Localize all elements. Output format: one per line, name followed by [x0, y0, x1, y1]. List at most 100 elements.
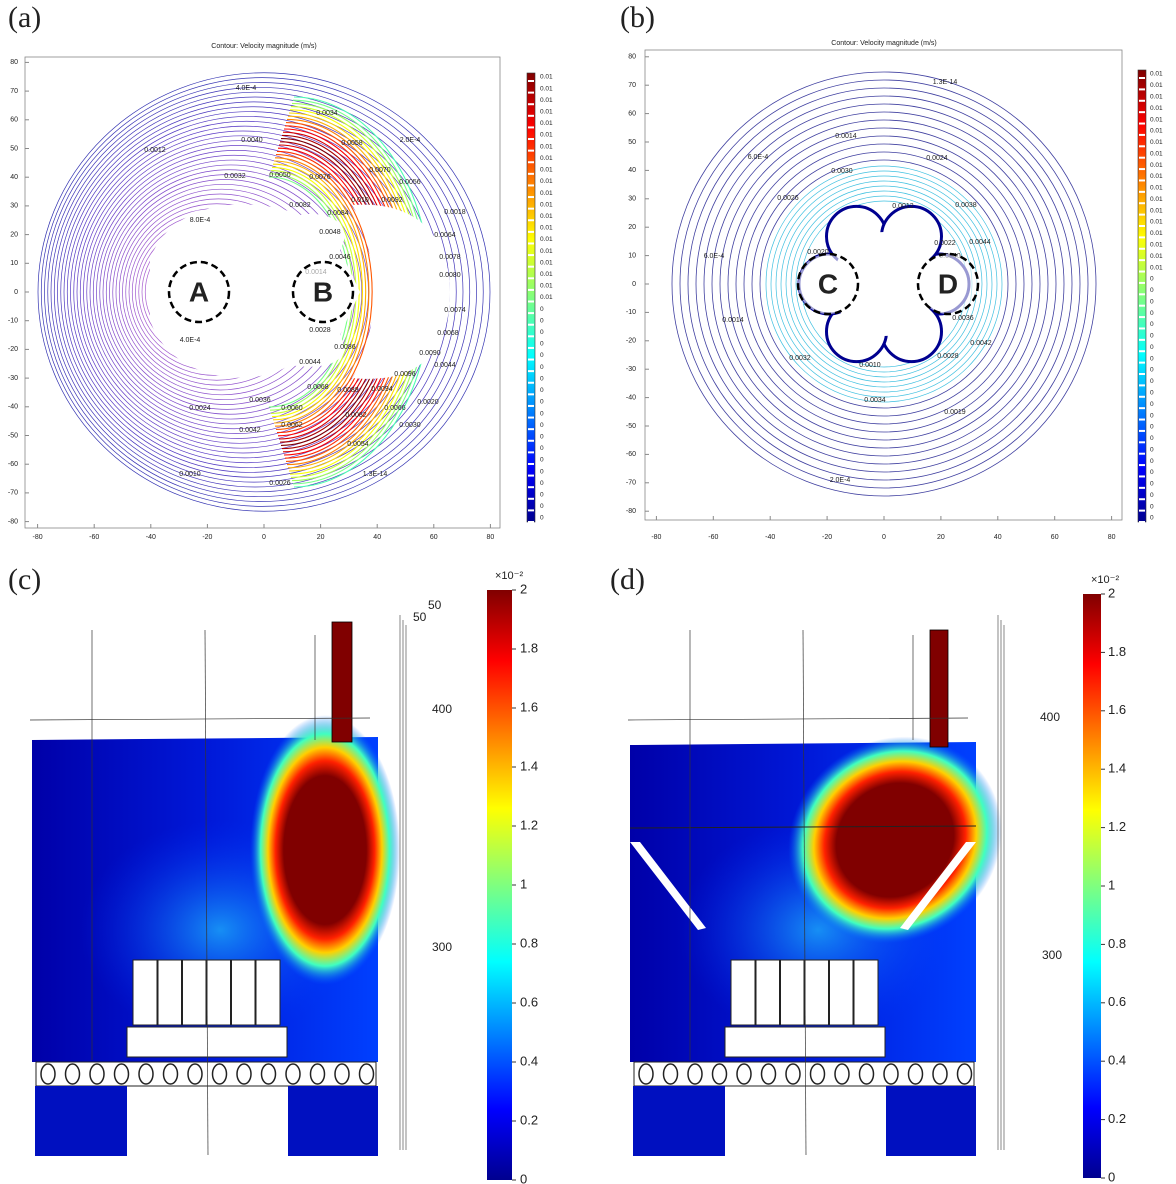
colorbar-label: 0.01 [540, 190, 553, 197]
contour-label: 0.0030 [831, 168, 853, 175]
colorbar-label: 0.01 [540, 167, 553, 174]
x-tick-label: 0 [882, 534, 886, 541]
colorbar-label: 0.01 [1150, 162, 1163, 169]
velocity-plume [250, 715, 400, 985]
contour-label: 0.0094 [371, 386, 393, 393]
contour-label: 0.0092 [381, 197, 403, 204]
contour-label: 0.0078 [439, 254, 461, 261]
x-tick-label: 40 [373, 534, 381, 541]
colorbar-label: 0.01 [540, 74, 553, 81]
y-tick-label: 10 [10, 260, 18, 267]
contour-label: 0.0068 [307, 384, 329, 391]
x-tick-label: 80 [1108, 534, 1116, 541]
colorbar-label: 0.01 [1150, 139, 1163, 146]
contour-label: 2.0E-4 [400, 137, 421, 144]
colorbar-label: 0 [1150, 503, 1154, 510]
annotation: 400 [432, 702, 452, 716]
contour-label: 0.0060 [281, 405, 303, 412]
colorbar-tick-label: 1.6 [1108, 702, 1126, 717]
leg-left [633, 1086, 725, 1156]
y-tick-label: -40 [8, 404, 18, 411]
contour-label: 0.0054 [347, 441, 369, 448]
colorbar-tick-label: 0 [520, 1171, 527, 1184]
colorbar-tick-label: 1.2 [520, 817, 538, 832]
y-tick-label: -70 [8, 490, 18, 497]
colorbar-label: 0.01 [540, 132, 553, 139]
contour-label: 0.0012 [144, 147, 166, 154]
y-tick-label: 20 [10, 231, 18, 238]
x-tick-label: 0 [262, 534, 266, 541]
colorbar-label: 0.01 [540, 109, 553, 116]
contour-label: 4.0E-4 [180, 337, 201, 344]
y-tick-label: -10 [8, 318, 18, 325]
contour-label: 1.3E-14 [363, 471, 388, 478]
colorbar-label: 0 [1150, 276, 1154, 283]
contour-label: 0.0020 [417, 399, 439, 406]
contour-label: 0.0022 [934, 240, 956, 247]
y-tick-label: 40 [628, 167, 636, 174]
colorbar-tick-label: 0.6 [1108, 994, 1126, 1009]
y-tick-label: -60 [8, 461, 18, 468]
y-tick-label: -30 [626, 366, 636, 373]
annotation: 50 [428, 598, 442, 612]
y-tick-label: 10 [628, 252, 636, 259]
colorbar-label: 0.01 [540, 120, 553, 127]
y-tick-label: -80 [626, 508, 636, 515]
marker-label: D [938, 268, 958, 299]
contour-label: 0.0048 [319, 229, 341, 236]
contour-label: 0.0032 [789, 355, 811, 362]
chimney [332, 622, 352, 742]
colorbar-label: 0 [540, 445, 544, 452]
contour-label: 1.3E-14 [933, 79, 958, 86]
colorbar-tick-label: 0.8 [1108, 936, 1126, 951]
colorbar [527, 73, 535, 522]
contour-label: 0.0024 [189, 405, 211, 412]
x-tick-label: 60 [430, 534, 438, 541]
colorbar-label: 0 [540, 433, 544, 440]
colorbar-label: 0 [540, 468, 544, 475]
contour-label: 6.0E-4 [704, 253, 725, 260]
contour-label: 6.0E-4 [748, 154, 769, 161]
colorbar-label: 0.01 [1150, 207, 1163, 214]
y-tick-label: 0 [632, 281, 636, 288]
colorbar-label: 0.01 [540, 294, 553, 301]
colorbar-label: 0 [540, 457, 544, 464]
plot-title: Contour: Velocity magnitude (m/s) [831, 40, 936, 47]
annotation: 400 [1040, 710, 1060, 724]
leg-right [288, 1086, 378, 1156]
contour-label: 0.0026 [777, 195, 799, 202]
contour-label: 0.0082 [289, 202, 311, 209]
contour-label: 0.0019 [944, 409, 966, 416]
contour-label: 0.0088 [337, 387, 359, 394]
colorbar-label: 0 [1150, 344, 1154, 351]
colorbar-label: 0.01 [540, 143, 553, 150]
contour-label: 0.0038 [955, 202, 977, 209]
x-tick-label: 40 [994, 534, 1002, 541]
contour-label: 0.0010 [859, 362, 881, 369]
y-tick-label: 50 [628, 139, 636, 146]
marker-label: B [313, 276, 333, 307]
contour-label: 0.010 [351, 197, 369, 204]
contour-label: 0.0058 [341, 140, 363, 147]
x-tick-label: -40 [765, 534, 775, 541]
colorbar-label: 0 [1150, 515, 1154, 522]
colorbar-tick-label: 1.2 [1108, 819, 1126, 834]
annotation: 50 [413, 610, 427, 624]
x-tick-label: -80 [33, 534, 43, 541]
contour-label: 0.0034 [316, 110, 338, 117]
colorbar-label: 0.01 [1150, 264, 1163, 271]
colorbar-label: 0 [1150, 492, 1154, 499]
colorbar-label: 0.01 [540, 97, 553, 104]
colorbar-label: 0.01 [1150, 185, 1163, 192]
colorbar-label: 0 [540, 387, 544, 394]
contour-label: 0.0040 [241, 137, 263, 144]
colorbar-label: 0.01 [540, 236, 553, 243]
y-tick-label: -30 [8, 375, 18, 382]
panel-label: (c) [8, 563, 41, 596]
colorbar-label: 0.01 [1150, 230, 1163, 237]
colorbar-label: 0 [1150, 287, 1154, 294]
contour-label: 0.0076 [309, 174, 331, 181]
y-tick-label: 40 [10, 174, 18, 181]
y-tick-label: 80 [10, 59, 18, 66]
contour-label: 0.0034 [864, 397, 886, 404]
